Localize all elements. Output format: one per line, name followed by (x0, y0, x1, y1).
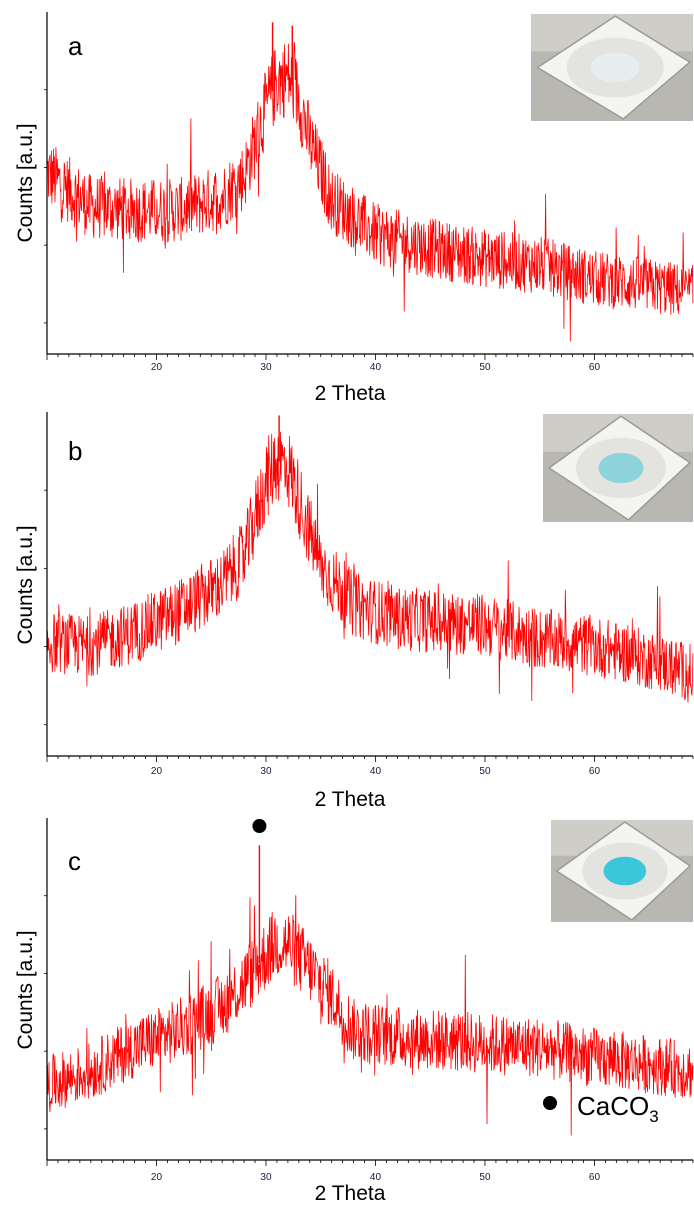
x-axis-label: 2 Theta (315, 788, 386, 811)
inset-photo (551, 820, 693, 922)
x-axis-label: 2 Theta (315, 1182, 386, 1205)
legend: CaCO3 (543, 1091, 659, 1126)
chart-panel-b: 20 30 40 50 60 2 Theta Counts [a.u.] b (14, 412, 694, 811)
x-tick-label: 30 (260, 362, 272, 373)
x-tick-label: 40 (370, 1172, 382, 1183)
x-tick-label: 30 (260, 1172, 272, 1183)
chart-panel-c: 20 30 40 50 60 2 Theta Counts [a.u.] c CaCO3 (14, 818, 694, 1205)
inset-photo (531, 14, 693, 121)
panel-label: b (68, 436, 82, 466)
x-tick-label: 20 (151, 1172, 163, 1183)
x-tick-label: 60 (589, 766, 601, 777)
x-tick-label: 50 (479, 362, 491, 373)
panel-label: a (68, 31, 83, 61)
inset-photo (543, 414, 693, 522)
series-line (46, 42, 694, 342)
x-axis-label: 2 Theta (315, 382, 386, 405)
legend-marker (543, 1096, 557, 1110)
peak-marker-dot (252, 819, 267, 833)
y-axis-label: Counts [a.u.] (14, 123, 37, 242)
x-tick-label: 30 (260, 766, 272, 777)
x-tick-label: 40 (370, 766, 382, 777)
x-tick-label: 20 (151, 766, 163, 777)
x-tick-label: 20 (151, 362, 163, 373)
series-line (46, 895, 694, 1136)
panel-label: c (68, 846, 81, 876)
series-line (46, 431, 694, 703)
y-axis-label: Counts [a.u.] (14, 525, 37, 644)
x-tick-label: 60 (589, 1172, 601, 1183)
chart-panel-a: 20 30 40 50 60 2 Theta Counts [a.u.] a (14, 12, 694, 405)
legend-label: CaCO3 (577, 1091, 659, 1126)
x-tick-label: 50 (479, 1172, 491, 1183)
x-tick-label: 60 (589, 362, 601, 373)
x-tick-label: 50 (479, 766, 491, 777)
y-axis-label: Counts [a.u.] (14, 930, 37, 1049)
x-tick-label: 40 (370, 362, 382, 373)
